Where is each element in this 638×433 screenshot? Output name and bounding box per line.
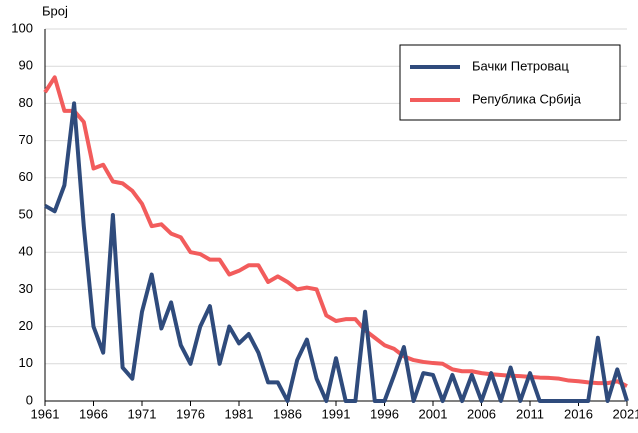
- legend-box: [399, 44, 621, 121]
- series-line: [43, 75, 628, 388]
- x-tick-label: 2021: [613, 406, 638, 421]
- x-tick-label: 1986: [273, 406, 302, 421]
- y-tick-label: 70: [19, 132, 33, 147]
- x-tick-label: 2001: [419, 406, 448, 421]
- y-tick-label: 10: [19, 355, 33, 370]
- y-tick-label: 0: [26, 392, 33, 407]
- x-tick-label: 1981: [225, 406, 254, 421]
- y-tick-label: 40: [19, 244, 33, 259]
- x-tick-label: 1966: [79, 406, 108, 421]
- y-axis-label: Број: [42, 3, 68, 18]
- legend-label: Република Србија: [472, 91, 582, 106]
- legend-label: Бачки Петровац: [472, 58, 569, 73]
- x-tick-label: 1961: [31, 406, 60, 421]
- x-tick-label: 1996: [370, 406, 399, 421]
- y-tick-label: 20: [19, 318, 33, 333]
- y-tick-label: 30: [19, 281, 33, 296]
- y-tick-label: 80: [19, 95, 33, 110]
- y-tick-label: 90: [19, 58, 33, 73]
- y-tick-label: 60: [19, 169, 33, 184]
- x-tick-label: 2006: [467, 406, 496, 421]
- x-tick-label: 1976: [176, 406, 205, 421]
- series-line: [44, 101, 629, 403]
- x-tick-label: 2011: [516, 406, 544, 421]
- y-tick-label: 100: [11, 20, 33, 35]
- x-tick-label: 1991: [322, 406, 351, 421]
- x-tick-label: 1971: [128, 406, 157, 421]
- x-tick-label: 2016: [564, 406, 593, 421]
- y-tick-label: 50: [19, 206, 33, 221]
